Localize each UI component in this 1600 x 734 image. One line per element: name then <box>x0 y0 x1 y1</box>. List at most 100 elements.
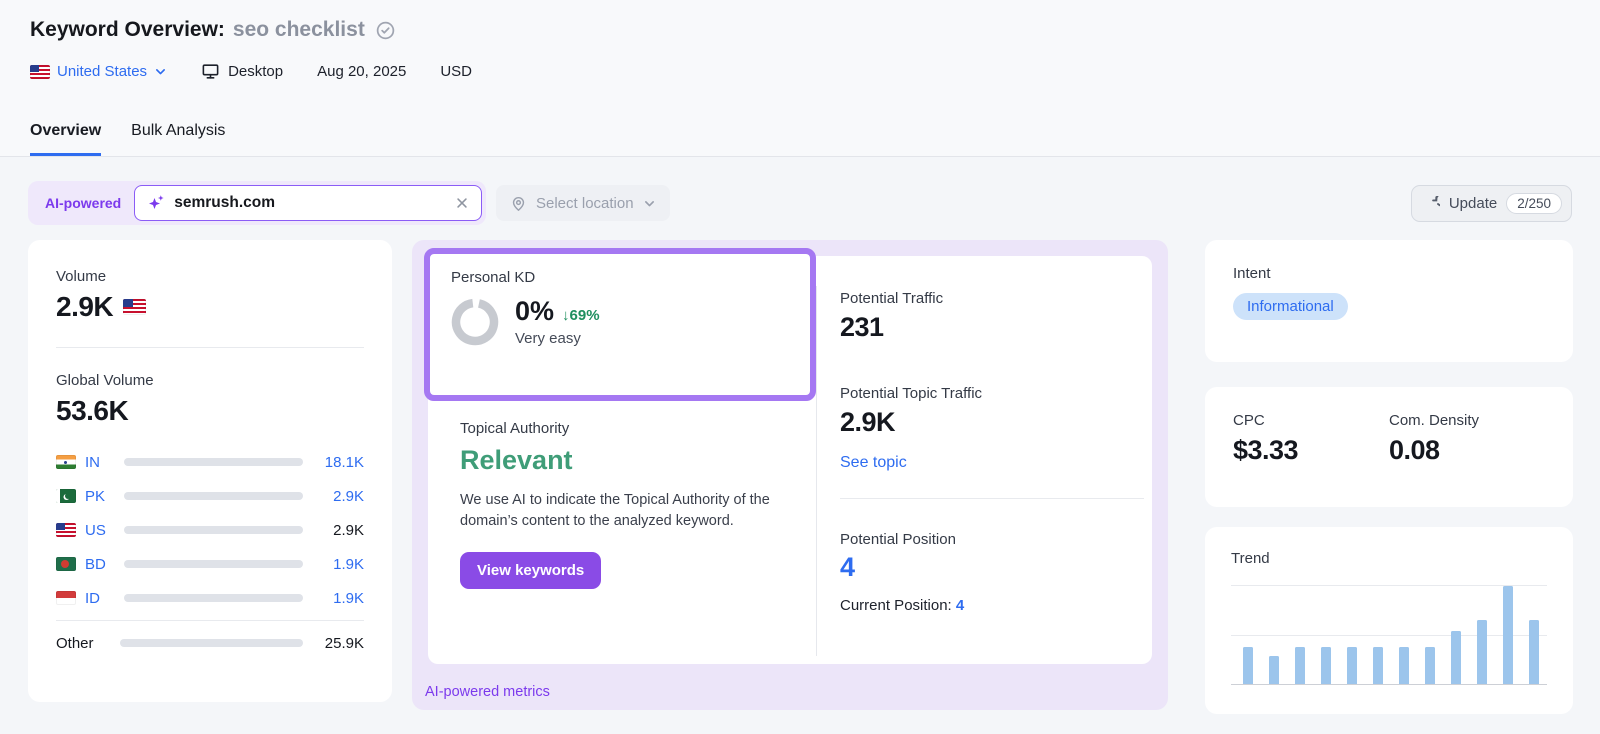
id-flag-icon <box>56 591 76 605</box>
potential-traffic-value: 231 <box>840 312 884 342</box>
country-code-link[interactable]: IN <box>85 453 100 471</box>
country-volume-value[interactable]: 2.9K <box>333 487 364 505</box>
trend-label: Trend <box>1231 550 1270 567</box>
country-volume-value[interactable]: 18.1K <box>324 453 364 471</box>
country-bar-track <box>124 594 303 602</box>
topical-authority-section: Topical Authority Relevant We use AI to … <box>460 420 812 590</box>
update-quota-badge: 2/250 <box>1506 193 1562 214</box>
potential-traffic-label: Potential Traffic <box>840 290 944 307</box>
trend-bar <box>1399 647 1409 684</box>
country-row: IN 18.1K <box>56 445 364 479</box>
tab-overview[interactable]: Overview <box>30 122 102 156</box>
trend-bar <box>1347 647 1357 684</box>
update-button-label: Update <box>1448 195 1498 212</box>
trend-bar <box>1243 647 1253 684</box>
personal-kd-value: 0% <box>515 296 555 326</box>
intent-label: Intent <box>1233 265 1271 282</box>
country-bar-track <box>124 458 303 466</box>
trend-bar <box>1451 630 1461 684</box>
country-list: IN 18.1K PK 2.9K US 2.9K BD 1.9K ID 1.9K <box>56 445 364 615</box>
ai-powered-badge: AI-powered <box>45 195 122 211</box>
trend-bar <box>1425 647 1435 684</box>
clear-input-icon[interactable] <box>455 196 469 210</box>
ai-metrics-panel: Potential Traffic 231 Potential Topic Tr… <box>412 240 1168 710</box>
us-flag-icon <box>123 299 147 315</box>
us-flag-icon <box>30 64 50 79</box>
location-dropdown[interactable]: United States <box>30 63 167 80</box>
bd-flag-icon <box>56 557 76 571</box>
date-label: Aug 20, 2025 <box>317 63 407 80</box>
country-code-link[interactable]: PK <box>85 487 106 505</box>
volume-value: 2.9K <box>56 291 114 322</box>
currency-label: USD <box>440 63 473 80</box>
potential-position-value: 4 <box>840 552 856 582</box>
country-code-link[interactable]: US <box>85 521 106 539</box>
device-indicator: Desktop <box>201 62 283 81</box>
other-bar-track <box>120 639 303 647</box>
check-circle-icon <box>376 21 395 39</box>
topical-authority-label: Topical Authority <box>460 420 570 437</box>
divider <box>56 347 364 348</box>
domain-input-wrap <box>134 185 483 221</box>
trend-bars <box>1243 585 1539 684</box>
trend-bar <box>1503 586 1513 684</box>
personal-kd-label: Personal KD <box>451 269 536 286</box>
location-label: United States <box>57 63 148 80</box>
cpc-label: CPC <box>1233 412 1265 429</box>
trend-bar <box>1477 619 1487 684</box>
page-title: Keyword Overview: seo checklist <box>30 18 396 42</box>
potential-topic-traffic-value: 2.9K <box>840 407 896 437</box>
domain-input[interactable] <box>174 194 447 212</box>
update-button[interactable]: Update 2/250 <box>1410 185 1572 222</box>
country-bar-track <box>124 560 303 568</box>
current-position: Current Position: 4 <box>840 597 1152 614</box>
gridline <box>1231 585 1547 586</box>
current-position-label: Current Position: <box>840 597 956 614</box>
potential-topic-traffic-label: Potential Topic Traffic <box>840 385 983 402</box>
current-position-value[interactable]: 4 <box>955 597 965 614</box>
map-pin-icon <box>512 196 525 211</box>
country-row: PK 2.9K <box>56 479 364 513</box>
country-volume-value[interactable]: 1.9K <box>333 589 364 607</box>
intent-badge: Informational <box>1233 293 1348 320</box>
potential-traffic-section: Potential Traffic 231 Potential Topic Tr… <box>840 290 1152 614</box>
search-toolbar: AI-powered Select location Update 2 <box>0 158 1600 240</box>
divider <box>840 498 1144 499</box>
country-bar-track <box>124 492 303 500</box>
country-bar-track <box>124 526 303 534</box>
country-code-link[interactable]: BD <box>85 555 106 573</box>
view-keywords-button[interactable]: View keywords <box>460 552 602 590</box>
see-topic-link[interactable]: See topic <box>840 454 907 471</box>
volume-card: Volume 2.9K Global Volume 53.6K IN 18.1K… <box>28 240 392 702</box>
tab-bulk-analysis[interactable]: Bulk Analysis <box>131 122 226 139</box>
trend-chart <box>1231 585 1547 685</box>
personal-kd-difficulty: Very easy <box>515 330 581 347</box>
device-label: Desktop <box>228 63 284 80</box>
topical-authority-description: We use AI to indicate the Topical Author… <box>460 492 770 530</box>
personal-kd-card: Personal KD 0% ↓69% Very easy <box>424 248 816 401</box>
page-header: Keyword Overview: seo checklist United S… <box>0 0 1600 157</box>
select-location-placeholder: Select location <box>536 194 634 212</box>
potential-position-label: Potential Position <box>840 531 956 548</box>
cpc-value: $3.33 <box>1233 435 1299 465</box>
us-flag-icon <box>56 523 76 537</box>
other-row: Other 25.9K <box>56 626 364 660</box>
intent-card: Intent Informational <box>1205 240 1573 362</box>
cpc-card: CPC $3.33 Com. Density 0.08 <box>1205 387 1573 507</box>
ai-search-group: AI-powered <box>28 181 487 225</box>
page-title-label: Keyword Overview: <box>30 18 225 41</box>
global-volume-value: 53.6K <box>56 395 129 426</box>
select-location-dropdown[interactable]: Select location <box>496 185 670 221</box>
refresh-icon <box>1431 195 1440 206</box>
trend-card: Trend <box>1205 527 1573 714</box>
other-label: Other <box>56 634 94 652</box>
competitive-density-value: 0.08 <box>1389 435 1440 465</box>
volume-label: Volume <box>56 268 107 285</box>
trend-bar <box>1321 647 1331 684</box>
competitive-density-label: Com. Density <box>1389 412 1480 429</box>
country-code-link[interactable]: ID <box>85 589 100 607</box>
gridline <box>1231 634 1547 636</box>
country-volume-value[interactable]: 1.9K <box>333 555 364 573</box>
kd-donut-gauge <box>451 298 499 345</box>
